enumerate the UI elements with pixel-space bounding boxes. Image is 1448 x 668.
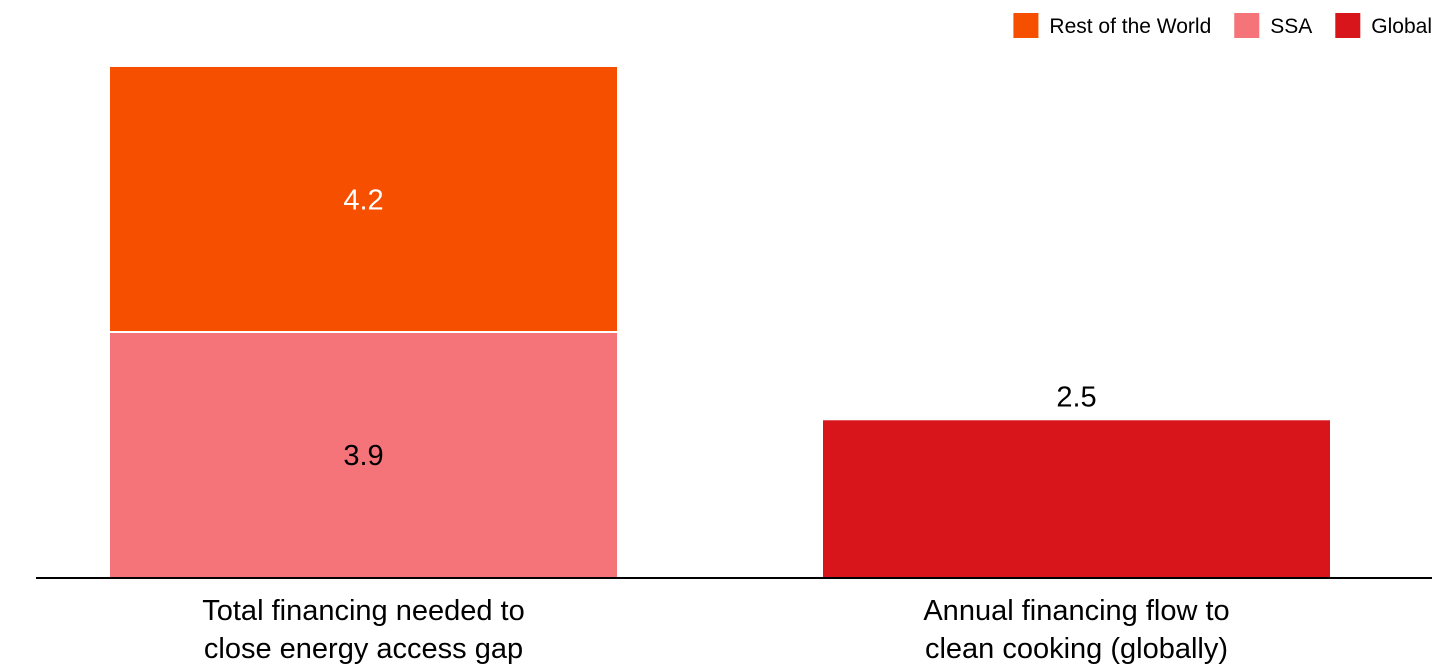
legend-item-rest-of-the-world: Rest of the World [1013, 13, 1211, 38]
legend-item-global: Global [1335, 13, 1432, 38]
bar-ssa-1 [110, 331, 617, 578]
category-label-1-line-2: close energy access gap [204, 633, 523, 665]
bar-rest-of-the-world-1 [110, 67, 617, 332]
legend-label-ssa: SSA [1270, 15, 1312, 38]
bars [110, 67, 1330, 578]
legend-item-ssa: SSA [1234, 13, 1312, 38]
legend-label-rest-of-the-world: Rest of the World [1049, 15, 1211, 38]
category-labels: Total financing needed to close energy ac… [202, 595, 1229, 665]
category-label-2-line-2: clean cooking (globally) [925, 633, 1228, 665]
legend-swatch-ssa [1234, 13, 1260, 38]
legend-swatch-rest-of-the-world [1013, 13, 1039, 38]
bar-global-2 [823, 420, 1330, 578]
legend-swatch-global [1335, 13, 1361, 38]
category-label-1-line-1: Total financing needed to [202, 595, 524, 627]
legend: Rest of the World SSA Global [1013, 13, 1432, 38]
value-label-global-2: 2.5 [1056, 381, 1096, 413]
value-labels: 3.9 4.2 2.5 [343, 184, 1096, 472]
category-label-2-line-1: Annual financing flow to [923, 595, 1229, 627]
legend-label-global: Global [1371, 15, 1432, 38]
value-label-ssa-1: 3.9 [343, 440, 383, 472]
value-label-rest-of-the-world-1: 4.2 [343, 184, 383, 216]
